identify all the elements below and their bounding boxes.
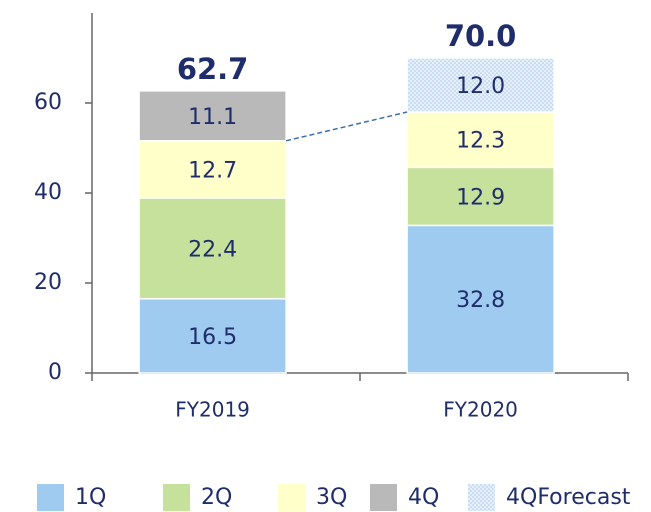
data-label: 12.9 [456,185,505,210]
y-tick-label: 20 [34,270,62,295]
total-label: 70.0 [445,19,517,53]
bar-segment [406,224,555,374]
data-label: 16.5 [188,325,237,350]
legend-swatch [468,484,495,511]
legend-label: 1Q [75,485,106,510]
bar-segment [138,197,287,300]
bar-segment [406,57,555,113]
legend-swatch [163,484,190,511]
bar-segment [406,166,555,227]
data-label: 12.7 [188,158,237,183]
legend-swatch [278,484,305,511]
legend-label: 4QForecast [506,485,631,510]
data-label: 11.1 [188,105,237,130]
data-label: 12.3 [456,129,505,154]
y-tick-label: 40 [34,180,62,205]
legend-swatch [37,484,64,511]
data-label: 12.0 [456,74,505,99]
x-tick-label: FY2020 [443,398,518,422]
data-label: 32.8 [456,288,505,313]
bar-segment [138,90,287,142]
total-label: 62.7 [177,52,249,86]
legend-swatch [370,484,397,511]
legend-label: 3Q [316,485,347,510]
bar-segment [138,298,287,374]
x-tick-label: FY2019 [175,398,250,422]
legend-label: 2Q [201,485,232,510]
legend-label: 4Q [408,485,439,510]
y-tick-label: 0 [48,360,62,385]
data-label: 22.4 [188,237,237,262]
connector [285,111,408,142]
y-tick-label: 60 [34,90,62,115]
